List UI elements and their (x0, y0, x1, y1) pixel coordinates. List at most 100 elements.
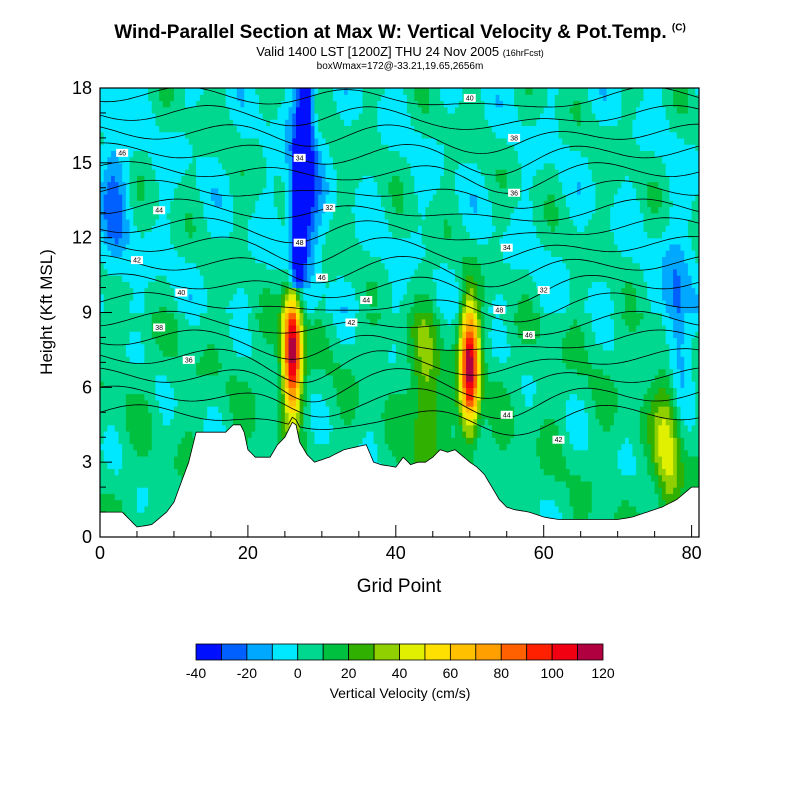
velocity-cell (281, 275, 286, 282)
velocity-cell (166, 187, 171, 195)
velocity-cell (222, 387, 227, 395)
velocity-cell (162, 119, 168, 127)
velocity-cell (188, 194, 194, 201)
velocity-cell (214, 374, 219, 382)
velocity-cell (125, 374, 131, 382)
velocity-cell (111, 430, 116, 438)
velocity-cell (118, 225, 123, 233)
velocity-cell (214, 243, 219, 251)
velocity-cell (148, 112, 153, 120)
velocity-cell (111, 424, 116, 432)
velocity-cell (329, 106, 334, 114)
velocity-cell (244, 312, 249, 320)
velocity-cell (133, 287, 138, 295)
velocity-cell (173, 356, 179, 363)
velocity-cell (118, 119, 123, 127)
velocity-cell (125, 512, 131, 519)
velocity-cell (210, 362, 216, 370)
velocity-cell (258, 381, 264, 388)
velocity-cell (336, 243, 341, 251)
velocity-cell (125, 312, 131, 320)
velocity-cell (225, 268, 231, 276)
velocity-cell (100, 399, 105, 407)
velocity-cell (107, 318, 112, 326)
velocity-cell (244, 250, 249, 257)
velocity-cell (188, 268, 194, 276)
velocity-cell (262, 268, 267, 276)
velocity-cell (181, 337, 186, 345)
velocity-cell (281, 262, 286, 270)
velocity-cell (144, 125, 149, 133)
velocity-cell (258, 88, 264, 95)
velocity-cell (303, 337, 308, 345)
velocity-cell (173, 318, 179, 326)
velocity-cell (210, 169, 216, 176)
velocity-cell (307, 362, 312, 370)
velocity-cell (340, 100, 345, 108)
velocity-cell (125, 268, 131, 276)
velocity-cell (332, 237, 338, 245)
velocity-cell (244, 424, 249, 432)
velocity-cell (214, 231, 219, 239)
velocity-cell (299, 231, 304, 239)
velocity-cell (347, 100, 353, 108)
velocity-cell (351, 175, 356, 183)
velocity-cell (222, 175, 227, 183)
velocity-cell (181, 281, 186, 289)
velocity-cell (344, 206, 349, 214)
velocity-cell (103, 337, 108, 345)
velocity-cell (307, 268, 312, 276)
velocity-cell (188, 387, 194, 395)
velocity-cell (325, 318, 330, 326)
velocity-cell (177, 175, 182, 183)
velocity-cell (233, 318, 238, 326)
velocity-cell (136, 156, 142, 164)
velocity-cell (255, 387, 260, 395)
velocity-cell (270, 443, 275, 451)
velocity-cell (273, 368, 279, 376)
velocity-cell (247, 406, 253, 413)
velocity-cell (170, 462, 175, 470)
velocity-cell (185, 94, 190, 102)
velocity-cell (229, 362, 234, 370)
velocity-cell (199, 243, 205, 251)
velocity-cell (329, 125, 334, 133)
velocity-cell (277, 374, 282, 382)
velocity-cell (207, 343, 212, 351)
velocity-cell (173, 424, 179, 432)
velocity-cell (177, 449, 182, 457)
velocity-cell (314, 206, 319, 214)
velocity-cell (273, 137, 279, 145)
velocity-cell (111, 181, 116, 189)
velocity-cell (103, 194, 108, 201)
velocity-cell (162, 287, 168, 295)
velocity-cell (155, 424, 160, 432)
velocity-cell (151, 368, 157, 376)
velocity-cell (351, 250, 356, 257)
velocity-cell (181, 156, 186, 164)
velocity-cell (277, 212, 282, 220)
velocity-cell (344, 374, 349, 382)
velocity-cell (307, 293, 312, 301)
velocity-cell (307, 343, 312, 351)
velocity-cell (111, 150, 116, 158)
velocity-cell (351, 443, 356, 451)
velocity-cell (103, 343, 108, 351)
velocity-cell (222, 137, 227, 145)
velocity-cell (136, 131, 142, 139)
velocity-cell (136, 337, 142, 345)
velocity-cell (151, 262, 157, 270)
velocity-cell (151, 356, 157, 363)
velocity-cell (107, 480, 112, 488)
velocity-cell (159, 100, 164, 108)
velocity-cell (100, 443, 105, 451)
velocity-cell (295, 306, 301, 314)
velocity-cell (236, 175, 242, 183)
velocity-cell (111, 250, 116, 257)
velocity-cell (288, 293, 293, 301)
velocity-cell (181, 100, 186, 108)
velocity-cell (133, 187, 138, 195)
velocity-cell (225, 356, 231, 363)
velocity-cell (144, 462, 149, 470)
velocity-cell (133, 424, 138, 432)
